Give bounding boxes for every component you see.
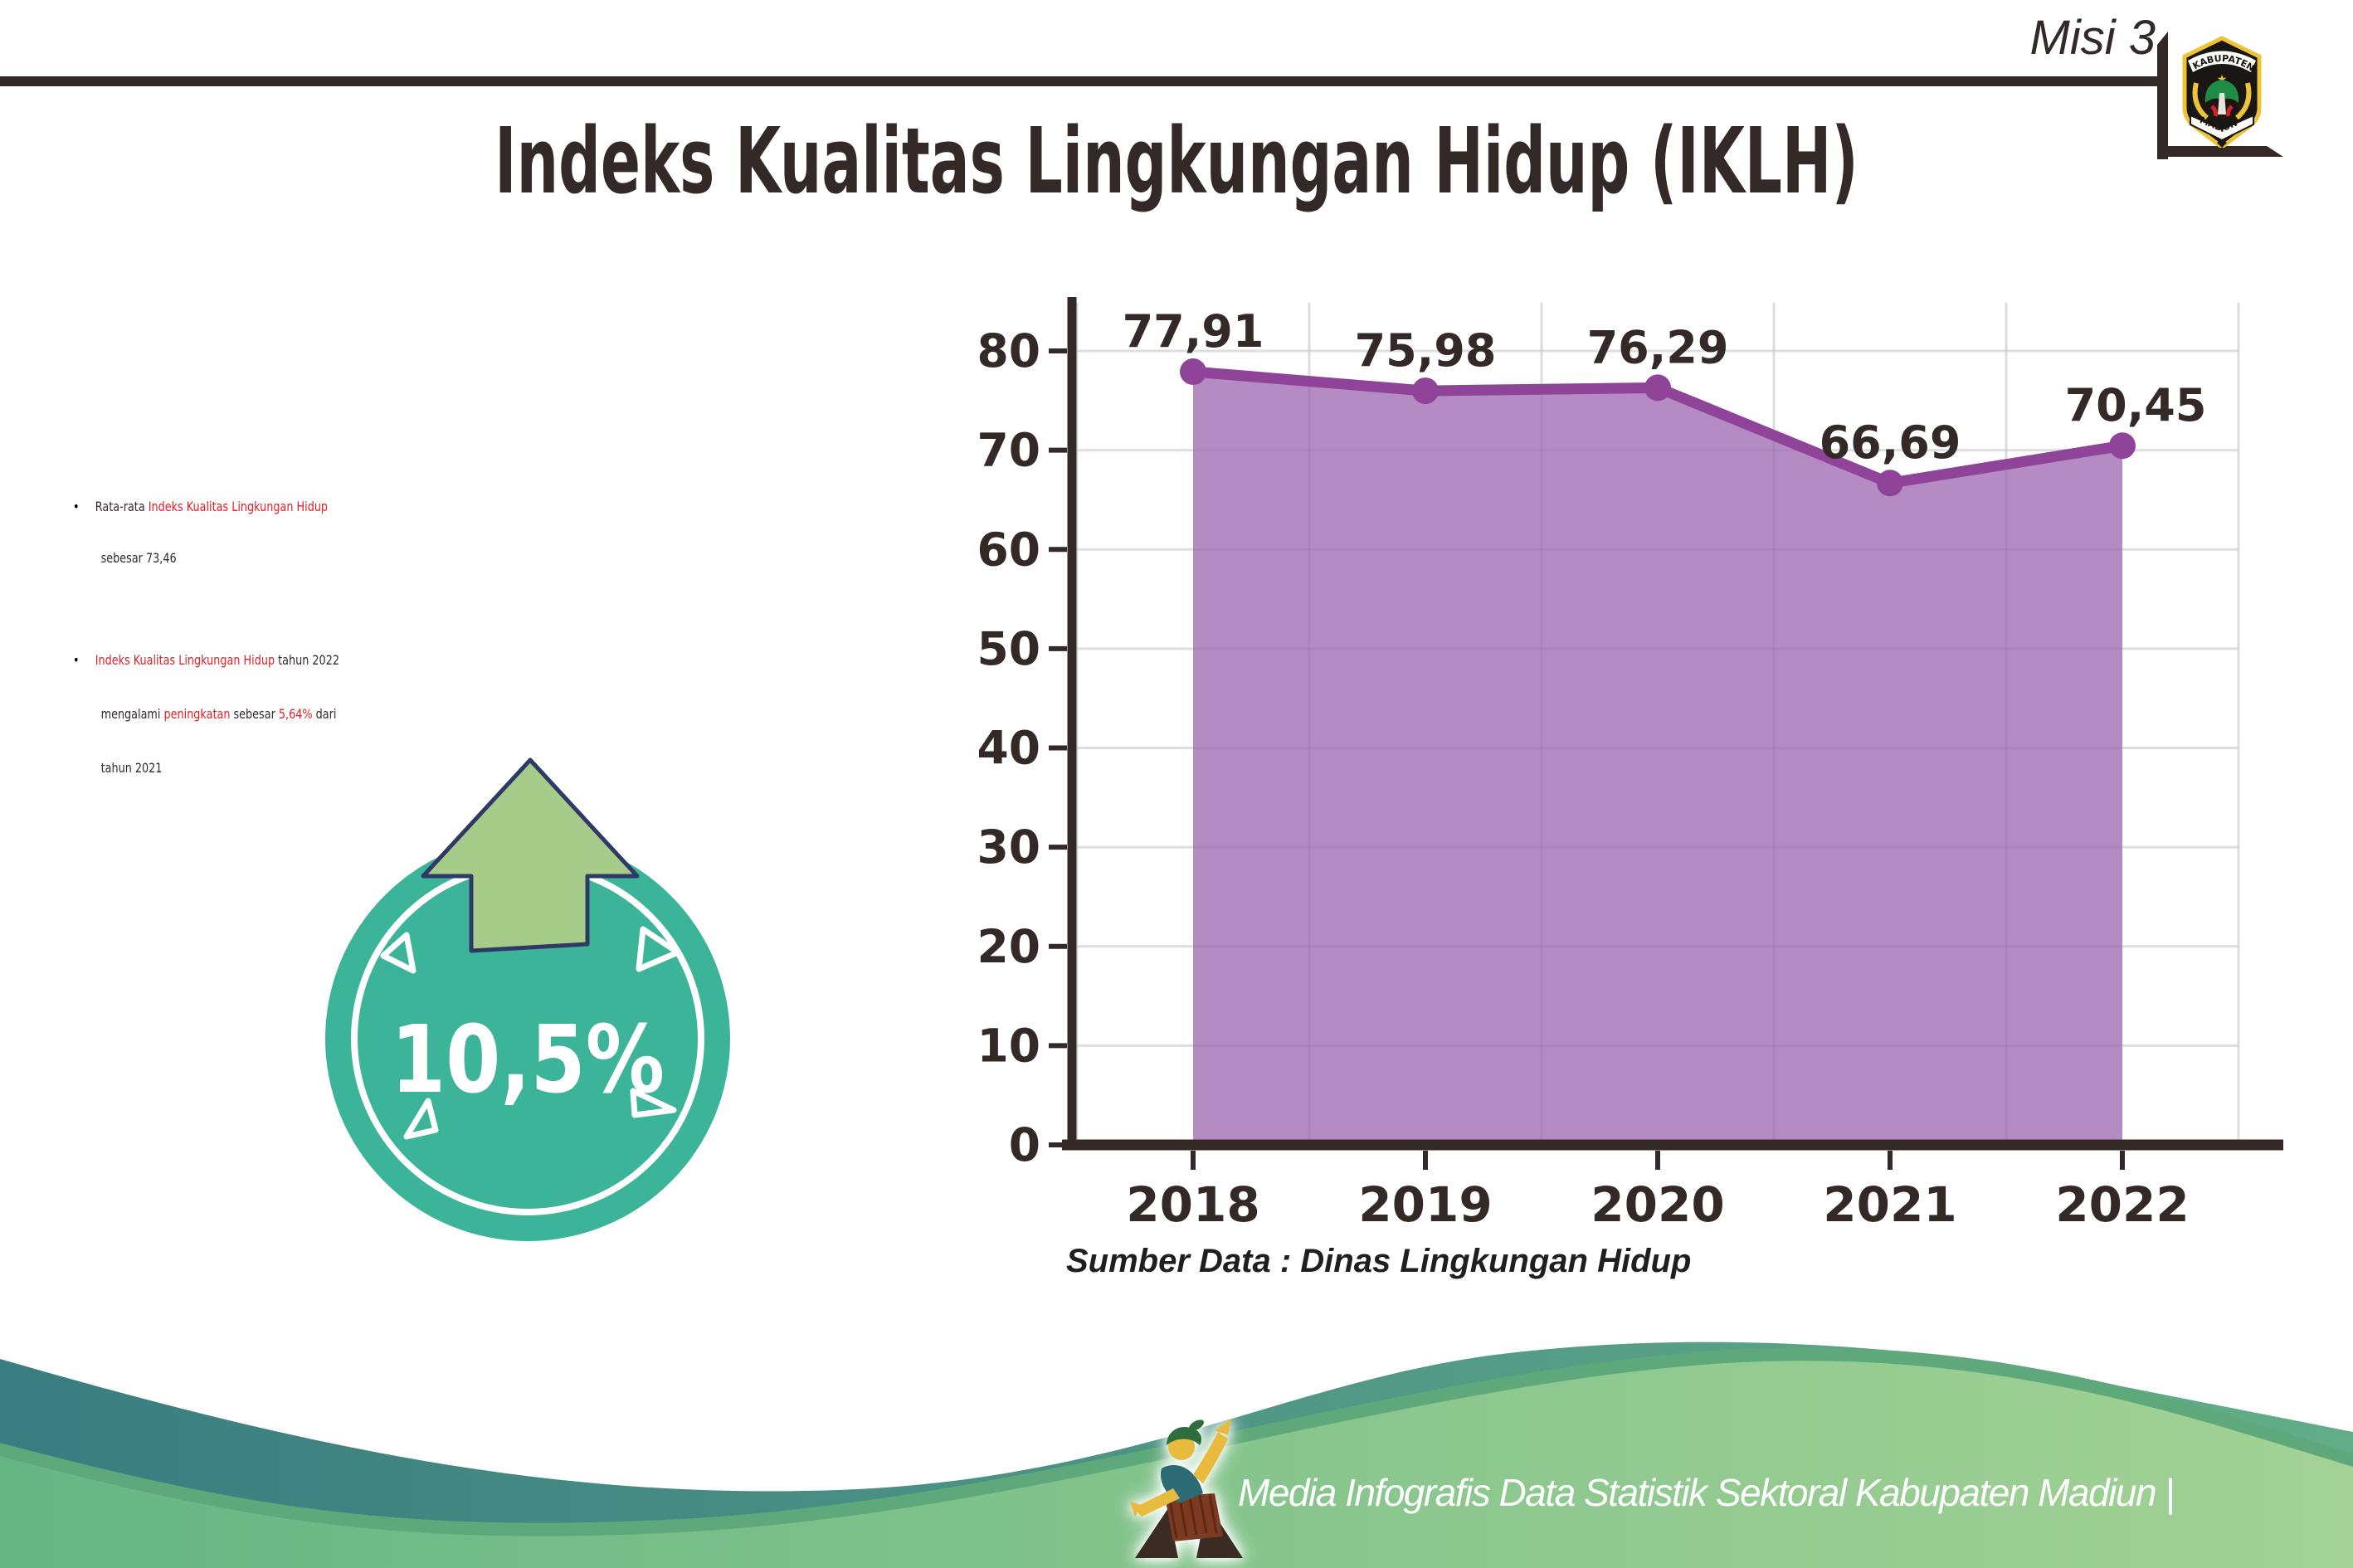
y-tick-label: 80: [977, 324, 1040, 377]
y-tick-label: 50: [977, 622, 1040, 675]
data-label: 77,91: [1123, 305, 1264, 358]
y-tick-label: 60: [977, 523, 1040, 576]
logo-tree: [2204, 80, 2239, 103]
y-tick-label: 20: [977, 920, 1040, 973]
data-label: 66,69: [1820, 416, 1961, 469]
bullet-line: • Indeks Kualitas Lingkungan Hidup tahun …: [73, 633, 339, 687]
mascot-hand-right: [1215, 1419, 1231, 1435]
bullet-item-average: • Rata-rata Indeks Kualitas Lingkungan Hi…: [73, 481, 328, 584]
mascot-leg-left: [1135, 1508, 1178, 1558]
bullet-text-red: Indeks Kualitas Lingkungan Hidup: [95, 652, 275, 668]
mascot-arm-left: [1133, 1488, 1180, 1517]
bullet-text-red: 5,64%: [278, 706, 313, 722]
data-label: 76,29: [1587, 321, 1729, 373]
bullet-line: mengalami peningkatan sebesar 5,64% dari: [101, 687, 339, 741]
chart-source-note: Sumber Data : Dinas Lingkungan Hidup: [1066, 1243, 1692, 1279]
x-tick-label: 2018: [1126, 1176, 1259, 1233]
logo-trunk: [2218, 93, 2226, 114]
logo-wing-right: [2234, 82, 2252, 120]
bullet-dot: •: [73, 652, 80, 668]
data-point: [1180, 358, 1206, 386]
x-tick-label: 2022: [2055, 1176, 2189, 1233]
area-fill: [1193, 372, 2122, 1146]
bullet-text-dark: Rata-rata: [95, 499, 149, 514]
badge-sparkle-ne: [636, 926, 681, 972]
page-title: Indeks Kualitas Lingkungan Hidup (IKLH): [494, 108, 1859, 214]
bullet-text-dark: tahun 2022: [275, 652, 339, 668]
data-point: [1644, 374, 1671, 402]
data-label: 75,98: [1355, 324, 1497, 377]
bullet-text-dark: mengalami: [100, 706, 164, 722]
logo-top-band: [2188, 51, 2256, 72]
badge-sparkle-se: [630, 1088, 677, 1118]
iklh-area-chart: 0 10 20 30 40 50 60 70 80 2018 2019 2020 2021 2022 77,…: [977, 297, 2283, 1233]
badge-sparkle-nw: [380, 932, 417, 974]
header-rule: [0, 76, 2162, 86]
badge-value: 10,5%: [391, 1006, 665, 1114]
logo-tip: [2217, 139, 2227, 148]
logo-frame-vertical: [2157, 32, 2168, 159]
bullet-item-increase: • Indeks Kualitas Lingkungan Hidup tahun …: [73, 633, 339, 795]
misi-label: Misi 3: [2029, 11, 2156, 65]
bullet-line: sebesar 73,46: [100, 550, 177, 566]
x-tick-label: 2021: [1823, 1176, 1956, 1233]
mascot-arm-right: [1193, 1432, 1228, 1483]
data-label: 70,45: [2065, 379, 2207, 431]
data-point: [2109, 432, 2136, 460]
badge-sparkle-sw: [403, 1098, 439, 1140]
bullet-line: • Rata-rata Indeks Kualitas Lingkungan Hi…: [73, 481, 328, 533]
mascot-cap: [1167, 1427, 1202, 1445]
bullet-text-red: peningkatan: [163, 706, 231, 722]
footer-wave-green: [0, 1361, 2353, 1568]
badge-circle: [325, 836, 730, 1241]
bullet-text-dark: dari: [312, 706, 337, 722]
bullet-text-dark: sebesar: [230, 706, 279, 722]
logo-frame-horizontal: [2157, 146, 2283, 157]
x-tick-label: 2020: [1591, 1176, 1724, 1233]
up-arrow-icon: [421, 757, 640, 953]
logo-banner: [2190, 114, 2254, 142]
logo-ribbon-right: [2226, 105, 2234, 117]
kabupaten-madiun-logo-icon: KABUPATEN ★ MADIUN: [2182, 36, 2262, 148]
y-tick-label: 70: [977, 424, 1040, 477]
data-point: [1877, 470, 1903, 497]
x-tick-label: 2019: [1358, 1176, 1492, 1233]
mascot-leaf: [1188, 1419, 1205, 1431]
bullet-text-red: Indeks Kualitas Lingkungan Hidup: [148, 499, 329, 514]
y-tick-label: 40: [977, 722, 1040, 775]
bullet-line: tahun 2021: [100, 760, 163, 776]
increase-badge: 10,5%: [325, 757, 730, 1241]
bullet-dot: •: [73, 499, 80, 514]
logo-wing-left: [2192, 82, 2209, 120]
logo-ribbon-left: [2210, 105, 2218, 117]
y-tick-label: 10: [977, 1019, 1040, 1072]
y-tick-label: 0: [1009, 1118, 1040, 1171]
footer-caption: Media Infografis Data Statistik Sektoral…: [1238, 1471, 2175, 1514]
mascot-icon: [1130, 1419, 1243, 1558]
y-tick-label: 30: [977, 821, 1040, 874]
mascot-skirt-stripes: [1168, 1493, 1218, 1539]
data-point: [1412, 377, 1439, 405]
mascot-hand-left: [1130, 1502, 1142, 1517]
